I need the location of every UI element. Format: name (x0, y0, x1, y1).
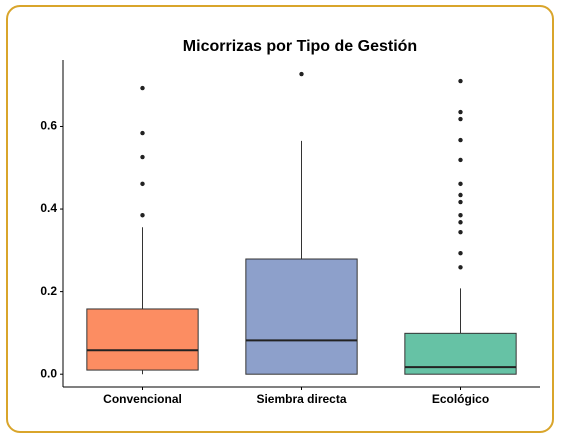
outlier (458, 137, 463, 143)
box (245, 258, 358, 375)
outlier (458, 181, 463, 187)
box (86, 308, 199, 371)
outlier (140, 213, 145, 218)
outlier (458, 116, 463, 122)
y-tick-label: 0.2 (40, 284, 57, 298)
outlier (458, 265, 463, 270)
outlier (458, 78, 463, 84)
outlier (140, 181, 145, 187)
outlier (140, 130, 145, 136)
y-tick-label: 0.0 (40, 366, 57, 380)
x-tick-label: Ecológico (432, 392, 489, 406)
outlier (458, 109, 463, 115)
outlier (140, 85, 145, 91)
frame (6, 5, 554, 433)
outlier (458, 157, 463, 163)
outlier (458, 199, 463, 205)
x-tick-label: Siembra directa (256, 392, 346, 406)
x-tick-label: Convencional (103, 392, 182, 406)
y-tick-label: 0.6 (40, 119, 57, 133)
outlier (458, 251, 463, 256)
outlier (299, 71, 304, 77)
outlier (458, 229, 463, 235)
chart-title: Micorrizas por Tipo de Gestión (183, 38, 417, 55)
y-tick-label: 0.4 (40, 201, 57, 215)
outlier (458, 220, 463, 225)
outlier (140, 154, 145, 160)
outlier (458, 213, 463, 218)
outlier (458, 192, 463, 198)
